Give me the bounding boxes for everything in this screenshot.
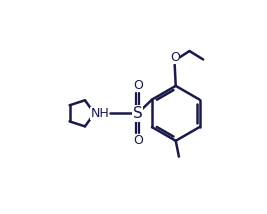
Text: O: O bbox=[170, 51, 180, 64]
Text: S: S bbox=[133, 106, 143, 121]
Text: NH: NH bbox=[91, 107, 109, 120]
Text: O: O bbox=[133, 134, 143, 147]
Text: O: O bbox=[133, 79, 143, 92]
